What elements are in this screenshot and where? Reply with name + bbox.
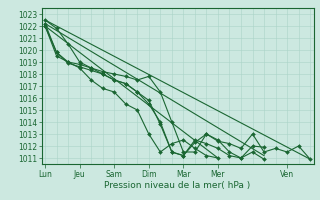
X-axis label: Pression niveau de la mer( hPa ): Pression niveau de la mer( hPa ) (104, 181, 251, 190)
